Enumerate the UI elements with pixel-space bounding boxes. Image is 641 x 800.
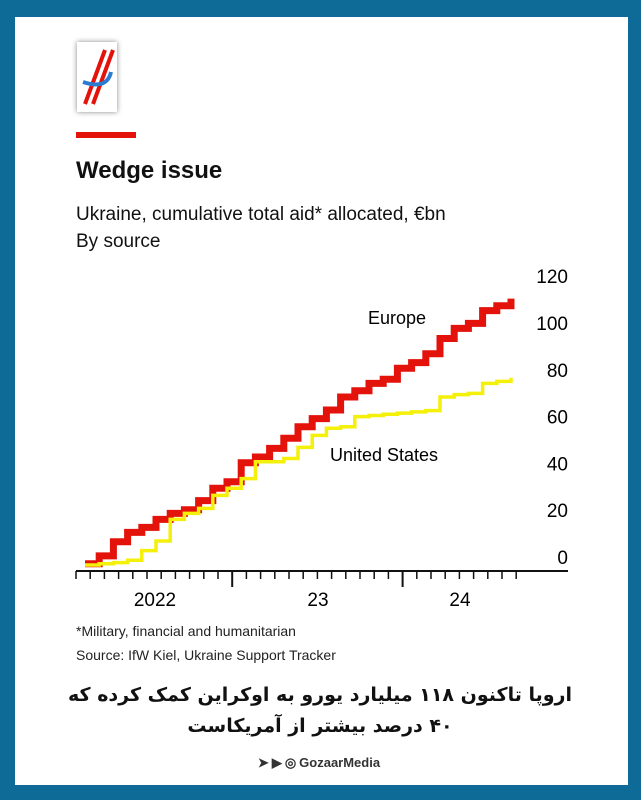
footer-handle: GozaarMedia: [299, 755, 381, 770]
youtube-icon: ▶: [271, 755, 282, 770]
card-panel: [15, 17, 628, 785]
instagram-icon: ◎: [284, 755, 297, 770]
logo-mark: [77, 42, 117, 112]
y-tick-label: 0: [557, 548, 568, 569]
y-tick-label: 80: [547, 361, 568, 382]
y-tick-label: 40: [547, 454, 568, 475]
series-label-united-states: United States: [330, 445, 438, 465]
y-tick-label: 120: [536, 267, 568, 288]
series-label-europe: Europe: [368, 308, 426, 328]
social-footer: ➤ ▶ ◎ GozaarMedia: [0, 755, 641, 771]
x-tick-label: 23: [307, 590, 328, 611]
gozaar-logo: [25, 40, 125, 115]
caption-line-2: ۴۰ درصد بیشتر از آمریکاست: [187, 715, 453, 737]
series-line-united-states: [85, 377, 513, 567]
series-line-europe: [85, 298, 515, 568]
footnote: *Military, financial and humanitarian: [76, 623, 296, 639]
step-line-chart: 2022 23 24 0 20 40 60 80 100 120 Europe United St…: [75, 267, 568, 611]
persian-caption: اروپا تاکنون ۱۱۸ میلیارد یورو به اوکراین…: [30, 680, 610, 742]
chart-subtitle-source: By source: [76, 231, 161, 252]
x-tick-label: 24: [449, 590, 471, 611]
source-note: Source: IfW Kiel, Ukraine Support Tracke…: [76, 647, 336, 663]
accent-bar: [76, 132, 136, 138]
y-tick-label: 20: [547, 501, 568, 522]
x-tick-label: 2022: [134, 590, 176, 611]
y-tick-label: 60: [547, 408, 568, 429]
chart-subtitle: Ukraine, cumulative total aid* allocated…: [76, 204, 446, 225]
y-tick-label: 100: [536, 314, 568, 335]
chart-title: Wedge issue: [76, 157, 223, 184]
caption-line-1: اروپا تاکنون ۱۱۸ میلیارد یورو به اوکراین…: [68, 684, 572, 706]
telegram-icon: ➤: [257, 755, 269, 770]
